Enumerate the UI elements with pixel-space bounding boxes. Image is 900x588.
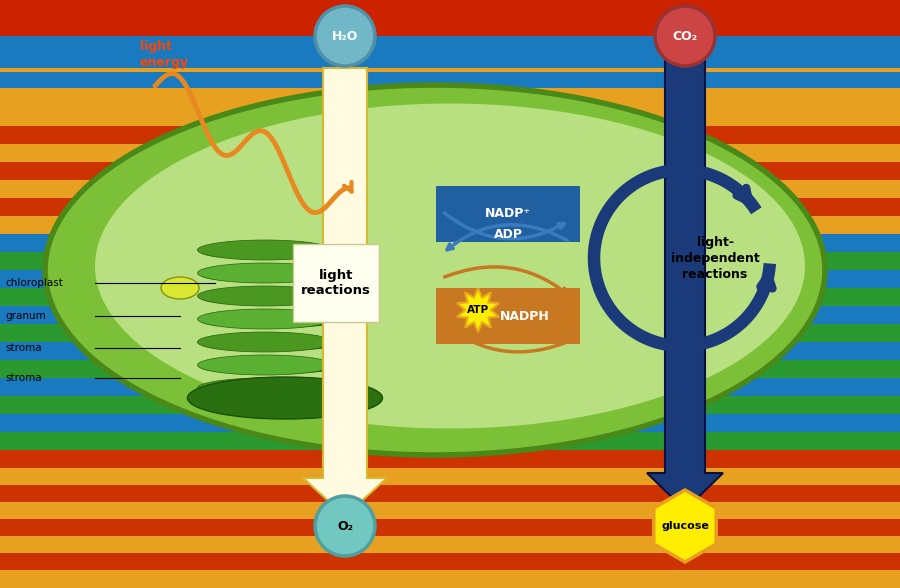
Text: ATP: ATP [467, 305, 489, 315]
Polygon shape [303, 68, 387, 516]
Bar [0, 216, 900, 234]
Bar [0, 288, 900, 306]
Ellipse shape [45, 85, 825, 455]
Text: light
reactions: light reactions [302, 269, 371, 297]
Ellipse shape [202, 270, 337, 282]
Bar [0, 126, 900, 144]
Bar [0, 88, 900, 116]
Bar [0, 36, 900, 68]
Ellipse shape [202, 293, 337, 305]
Text: energy: energy [140, 55, 189, 68]
Ellipse shape [197, 286, 332, 306]
Ellipse shape [197, 355, 332, 375]
Circle shape [655, 6, 715, 66]
Bar [0, 234, 900, 252]
Bar [0, 360, 900, 378]
Polygon shape [457, 288, 499, 332]
Bar [0, 324, 900, 342]
Bar [0, 468, 900, 485]
Bar [0, 90, 900, 108]
Text: stroma: stroma [5, 343, 41, 353]
Bar [0, 519, 900, 536]
Text: stroma: stroma [5, 373, 41, 383]
Bar [0, 414, 900, 432]
Ellipse shape [202, 247, 337, 259]
Bar [0, 0, 900, 18]
Ellipse shape [202, 362, 337, 374]
Bar [0, 252, 900, 270]
Text: granum: granum [5, 311, 46, 321]
Text: light: light [140, 39, 172, 52]
Bar [0, 378, 900, 396]
Circle shape [315, 496, 375, 556]
Bar [0, 36, 900, 54]
Bar [0, 432, 900, 450]
Ellipse shape [202, 316, 337, 328]
Text: CO₂: CO₂ [672, 29, 698, 42]
Text: NADP⁺: NADP⁺ [485, 206, 531, 219]
Bar [0, 396, 900, 414]
Text: NADPH: NADPH [500, 309, 550, 322]
Bar [0, 342, 900, 360]
Bar [0, 553, 900, 570]
Ellipse shape [202, 385, 337, 397]
FancyBboxPatch shape [293, 244, 379, 322]
Bar [0, 18, 900, 36]
Ellipse shape [95, 103, 805, 429]
Bar [0, 144, 900, 162]
Polygon shape [653, 490, 716, 562]
Ellipse shape [187, 377, 382, 419]
Text: chloroplast: chloroplast [5, 278, 63, 288]
Ellipse shape [197, 309, 332, 329]
Ellipse shape [202, 339, 337, 351]
Bar [0, 570, 900, 588]
Ellipse shape [197, 378, 332, 398]
Ellipse shape [161, 277, 199, 299]
Ellipse shape [197, 263, 332, 283]
Bar [0, 306, 900, 324]
FancyBboxPatch shape [436, 186, 580, 242]
Bar [0, 108, 900, 126]
Text: light-
independent
reactions: light- independent reactions [670, 236, 760, 280]
Text: O₂: O₂ [337, 520, 353, 533]
Bar [0, 198, 900, 216]
Bar [0, 54, 900, 72]
Polygon shape [647, 58, 723, 510]
Bar [0, 450, 900, 468]
FancyBboxPatch shape [436, 288, 580, 344]
Ellipse shape [197, 240, 332, 260]
Bar [0, 162, 900, 180]
Bar [0, 270, 900, 288]
Text: glucose: glucose [662, 521, 709, 531]
Ellipse shape [197, 332, 332, 352]
Bar [0, 502, 900, 519]
Bar [0, 180, 900, 198]
Bar [0, 536, 900, 553]
Text: ADP: ADP [493, 228, 523, 240]
Circle shape [315, 6, 375, 66]
Bar [0, 0, 900, 36]
Bar [0, 485, 900, 502]
Bar [0, 72, 900, 90]
Text: H₂O: H₂O [332, 29, 358, 42]
